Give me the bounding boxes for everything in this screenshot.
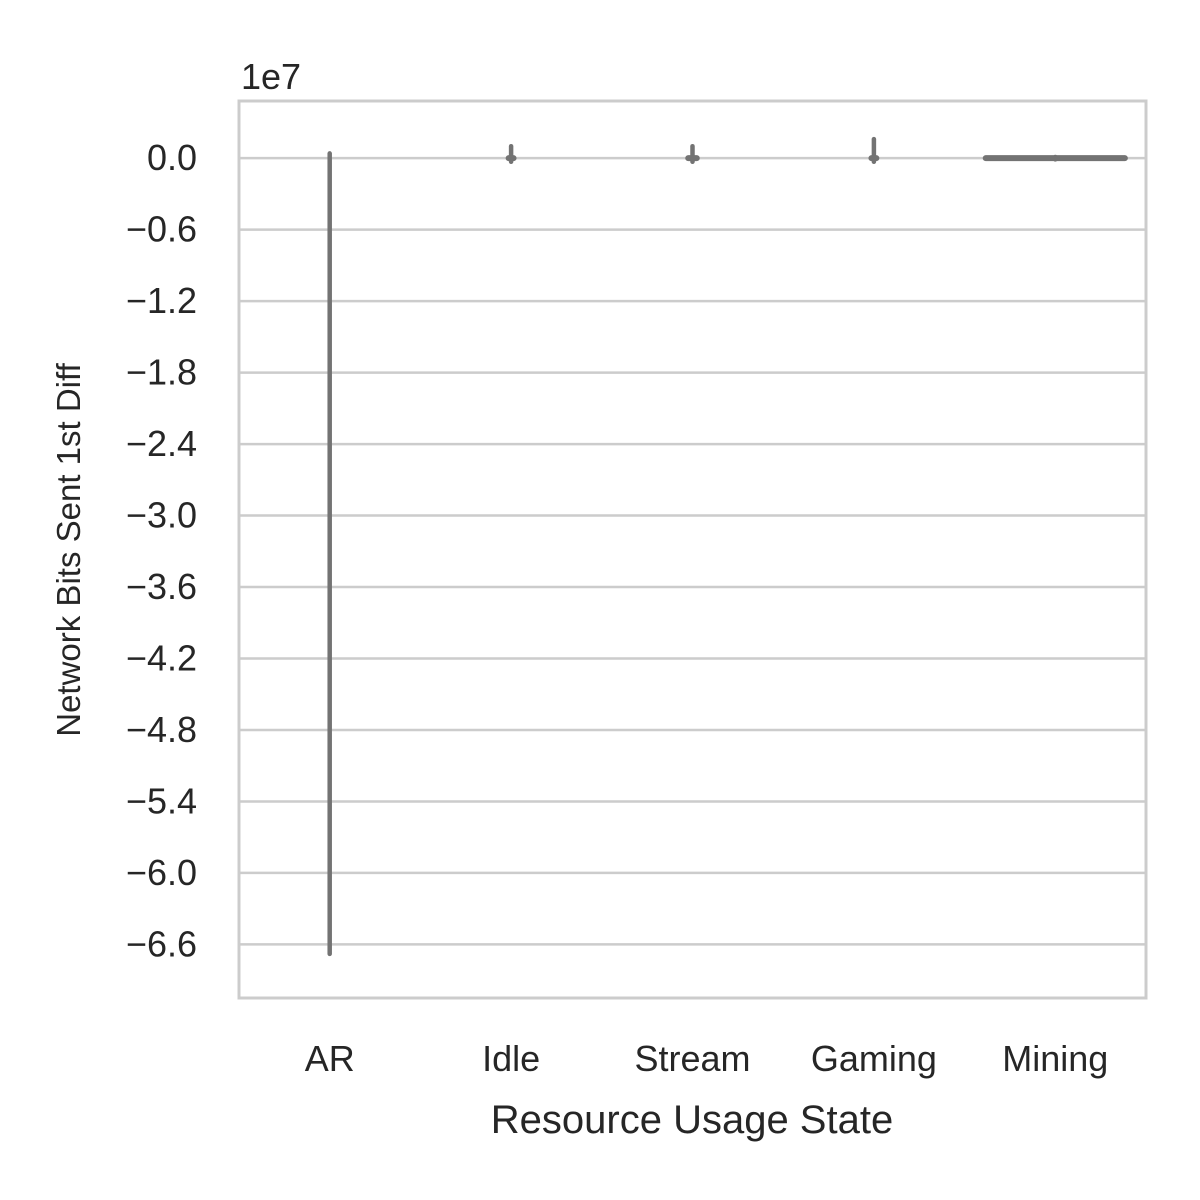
x-tick-labels: AR Idle Stream Gaming Mining (305, 1038, 1109, 1079)
y-tick-label: −1.2 (126, 280, 197, 321)
violins (327, 136, 1128, 957)
violin-body (868, 155, 880, 162)
x-axis-title: Resource Usage State (491, 1098, 893, 1142)
y-tick-label: −0.6 (126, 209, 197, 250)
x-tick-label: AR (305, 1038, 355, 1079)
plot-frame (237, 99, 1148, 1000)
violin-gaming (868, 136, 880, 165)
y-tick-label: −2.4 (126, 423, 197, 464)
violin-body (982, 155, 1128, 162)
x-tick-label: Mining (1002, 1038, 1108, 1079)
y-axis-title: Network Bits Sent 1st Diff (50, 362, 87, 736)
y-tick-labels: 0.0 −0.6 −1.2 −1.8 −2.4 −3.0 −3.6 −4.2 −4.8 −5.4 −… (126, 137, 197, 964)
violin-body (685, 155, 700, 162)
x-tick-label: Idle (482, 1038, 540, 1079)
y-tick-label: −4.8 (126, 709, 197, 750)
y-tick-label: −1.8 (126, 352, 197, 393)
y-tick-label: −3.0 (126, 495, 197, 536)
violin-body (505, 155, 517, 162)
y-tick-label: 0.0 (147, 137, 197, 178)
y-tick-label: −5.4 (126, 780, 197, 821)
grid-lines (239, 156, 1146, 946)
y-tick-label: −4.2 (126, 637, 197, 678)
violin-stream (685, 144, 700, 165)
y-tick-label: −6.0 (126, 852, 197, 893)
violin-mining (982, 154, 1128, 162)
y-tick-label: −3.6 (126, 566, 197, 607)
violin-idle (505, 144, 517, 165)
y-offset-label: 1e7 (241, 56, 301, 97)
x-tick-label: Stream (634, 1038, 750, 1079)
y-tick-label: −6.6 (126, 923, 197, 964)
x-tick-label: Gaming (811, 1038, 937, 1079)
